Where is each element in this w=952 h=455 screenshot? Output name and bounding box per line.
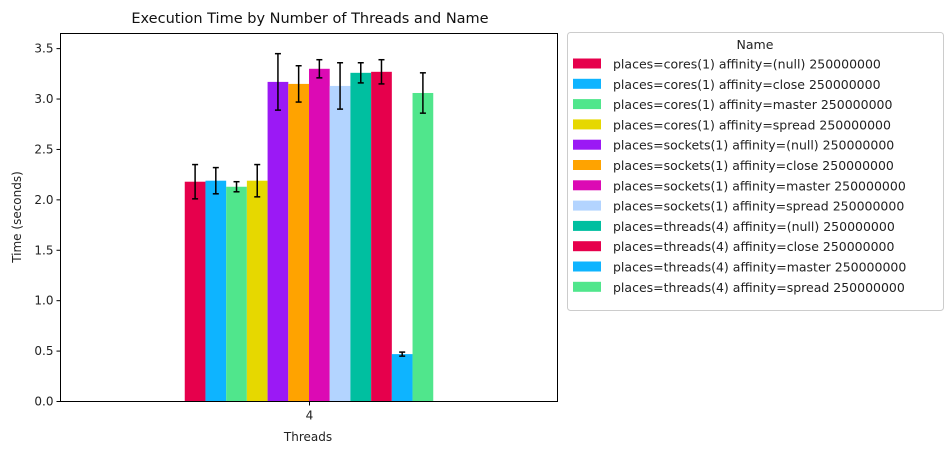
y-tick-label: 0.0 (34, 395, 53, 409)
legend-swatch (573, 139, 601, 150)
legend-swatch (573, 220, 601, 231)
legend-swatch (573, 160, 601, 170)
bar (309, 68, 330, 402)
y-axis: 0.0 0.5 1.0 1.5 2.0 2.5 3.0 3.5 (34, 42, 61, 409)
y-tick-label: 2.5 (34, 142, 53, 156)
bar (246, 180, 268, 402)
legend-entry-label: places=sockets(1) affinity=(null) 250000… (613, 138, 894, 153)
y-tick-label: 3.0 (34, 92, 53, 106)
legend: Name places=cores(1) affinity=(null) 250… (567, 32, 944, 311)
bars-layer (184, 68, 434, 402)
legend-entry-label: places=cores(1) affinity=spread 25000000… (613, 117, 891, 132)
y-tick-label: 0.5 (34, 344, 53, 358)
bar (391, 354, 413, 402)
legend-entry-label: places=threads(4) affinity=spread 250000… (613, 280, 905, 295)
legend-entry-label: places=cores(1) affinity=close 250000000 (613, 77, 881, 92)
y-tick-label: 1.5 (34, 243, 53, 257)
bar (267, 81, 289, 402)
bar (184, 181, 206, 402)
x-axis-label: Threads (283, 430, 332, 444)
legend-swatch (573, 261, 601, 272)
legend-entry-label: places=threads(4) affinity=(null) 250000… (613, 219, 895, 234)
legend-swatch (573, 119, 601, 130)
legend-swatch (573, 78, 601, 89)
bar (226, 186, 247, 402)
bar (329, 85, 351, 402)
error-bars-layer (192, 52, 426, 357)
legend-entry-label: places=sockets(1) affinity=spread 250000… (613, 199, 904, 214)
bar (350, 72, 372, 402)
legend-swatch (573, 99, 601, 110)
legend-swatch (573, 281, 601, 292)
bar (371, 71, 392, 402)
legend-entry-label: places=threads(4) affinity=master 250000… (613, 260, 906, 275)
y-tick-label: 1.0 (34, 294, 53, 308)
legend-swatch (573, 200, 601, 211)
legend-title: Name (737, 37, 774, 52)
bar (288, 83, 309, 402)
legend-frame (567, 32, 944, 311)
y-axis-label: Time (seconds) (10, 171, 24, 264)
y-tick-label: 3.5 (34, 42, 53, 56)
legend-entry-label: places=sockets(1) affinity=close 2500000… (613, 158, 894, 173)
legend-entry-label: places=sockets(1) affinity=master 250000… (613, 178, 906, 193)
chart-title: Execution Time by Number of Threads and … (131, 11, 488, 27)
bar (412, 92, 434, 402)
x-axis: 4 (306, 401, 314, 423)
legend-entry-label: places=threads(4) affinity=close 2500000… (613, 239, 894, 254)
bar (205, 180, 227, 402)
legend-entry-label: places=cores(1) affinity=master 25000000… (613, 97, 892, 112)
legend-swatch (573, 241, 601, 252)
x-tick-label: 4 (306, 409, 314, 423)
legend-swatch (573, 180, 601, 191)
y-tick-label: 2.0 (34, 193, 53, 207)
legend-entry-label: places=cores(1) affinity=(null) 25000000… (613, 57, 881, 72)
legend-swatch (573, 58, 601, 69)
